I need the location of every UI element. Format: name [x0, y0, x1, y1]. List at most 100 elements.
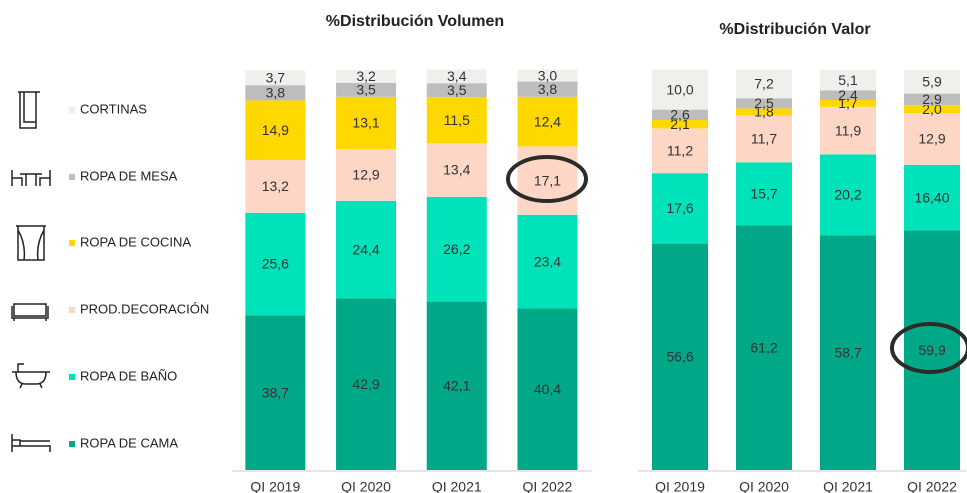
data-label: 7,2 — [754, 76, 774, 92]
data-label: 11,9 — [835, 122, 861, 138]
x-tick-label: QI 2019 — [655, 479, 705, 493]
bar-segment — [652, 69, 708, 110]
x-tick-label: QI 2019 — [250, 479, 300, 493]
bar-segment — [245, 212, 306, 316]
bar-segment — [245, 85, 306, 101]
data-label: 3,0 — [538, 67, 558, 83]
bar-segment — [820, 90, 876, 100]
bar-segment — [426, 143, 487, 197]
bar-segment — [652, 173, 708, 244]
bar-segment — [820, 235, 876, 470]
data-label: 59,9 — [918, 342, 945, 358]
data-label: 2,9 — [922, 91, 942, 107]
x-tick-label: QI 2021 — [432, 479, 482, 493]
data-label: 2,6 — [670, 107, 690, 123]
data-label: 25,6 — [262, 256, 289, 272]
data-label: 17,6 — [666, 200, 693, 216]
bar-segment — [336, 298, 397, 470]
bar-segment — [517, 308, 578, 470]
legend-label: ROPA DE BAÑO — [80, 368, 177, 383]
data-label: 24,4 — [352, 241, 379, 257]
data-label: 23,4 — [534, 253, 561, 269]
data-label: 17,1 — [534, 172, 561, 188]
legend-swatch — [69, 107, 75, 113]
data-label: 16,40 — [914, 189, 949, 205]
data-label: 5,9 — [922, 74, 942, 90]
bar-segment — [736, 69, 792, 99]
bar-segment — [736, 108, 792, 116]
data-label: 42,9 — [352, 376, 379, 392]
bar-segment — [736, 98, 792, 109]
x-tick-label: QI 2022 — [907, 479, 957, 493]
data-label: 38,7 — [262, 384, 289, 400]
legend-label: ROPA DE CAMA — [80, 435, 178, 450]
bar-segment — [336, 70, 397, 83]
icon-bed — [11, 434, 51, 452]
bar-segment — [245, 315, 306, 470]
legend-swatch — [69, 240, 75, 246]
data-label: 61,2 — [750, 339, 777, 355]
bar-segment — [904, 230, 960, 470]
bar-segment — [426, 69, 487, 84]
bar-segment — [652, 120, 708, 129]
chart-title: %Distribución Volumen — [326, 13, 504, 30]
bar-segment — [820, 154, 876, 236]
data-label: 20,2 — [834, 187, 861, 203]
x-tick-label: QI 2021 — [823, 479, 873, 493]
bar-segment — [652, 109, 708, 120]
bar-segment — [517, 81, 578, 97]
icon-bathtub — [12, 363, 50, 389]
highlight-circle — [890, 322, 967, 374]
bar-segment — [517, 214, 578, 309]
bar-segment — [820, 106, 876, 155]
legend: ROPA DE CAMA ROPA DE BAÑO PROD.DECORACIÓN R… — [69, 101, 209, 450]
bar-segment — [904, 113, 960, 165]
data-label: 3,5 — [356, 82, 376, 98]
bar-segment — [245, 100, 306, 160]
data-label: 3,5 — [447, 82, 467, 98]
data-label: 11,5 — [444, 112, 470, 128]
chart-title: %Distribución Valor — [719, 21, 870, 38]
legend-label: PROD.DECORACIÓN — [80, 301, 209, 316]
icon-sofa — [11, 303, 49, 321]
highlight-circle — [506, 155, 588, 203]
bar-segment — [245, 160, 306, 213]
bar-segment — [426, 301, 487, 470]
legend-label: ROPA DE COCINA — [80, 234, 191, 249]
data-label: 56,6 — [666, 349, 693, 365]
bar-segment — [426, 196, 487, 302]
data-label: 5,1 — [838, 72, 858, 88]
legend-swatch — [69, 307, 75, 313]
bar-segment — [904, 105, 960, 114]
data-label: 3,8 — [538, 81, 558, 97]
bar-segment — [820, 70, 876, 91]
legend-label: CORTINAS — [80, 101, 147, 116]
data-label: 58,7 — [834, 344, 861, 360]
data-label: 11,7 — [751, 131, 777, 147]
bar-segment — [736, 115, 792, 163]
data-label: 12,9 — [352, 167, 379, 183]
bar-segment — [426, 97, 487, 144]
bar-segment — [336, 149, 397, 201]
x-tick-label: QI 2020 — [341, 479, 391, 493]
data-label: 13,4 — [443, 162, 470, 178]
bar-segment — [652, 128, 708, 174]
bar-segment — [517, 69, 578, 82]
data-label: 10,0 — [666, 81, 693, 97]
legend-icons — [11, 91, 51, 452]
legend-swatch — [69, 174, 75, 180]
data-label: 11,2 — [667, 143, 693, 159]
icon-window — [16, 225, 46, 261]
bar-segment — [336, 96, 397, 150]
data-label: 12,4 — [534, 113, 561, 129]
data-label: 3,8 — [266, 85, 286, 101]
data-label: 3,2 — [356, 68, 376, 84]
data-label: 13,1 — [352, 115, 379, 131]
data-label: 42,1 — [443, 378, 470, 394]
data-label: 2,4 — [838, 87, 858, 103]
data-label: 26,2 — [443, 241, 470, 257]
x-tick-label: QI 2020 — [739, 479, 789, 493]
x-tick-label: QI 2022 — [523, 479, 573, 493]
